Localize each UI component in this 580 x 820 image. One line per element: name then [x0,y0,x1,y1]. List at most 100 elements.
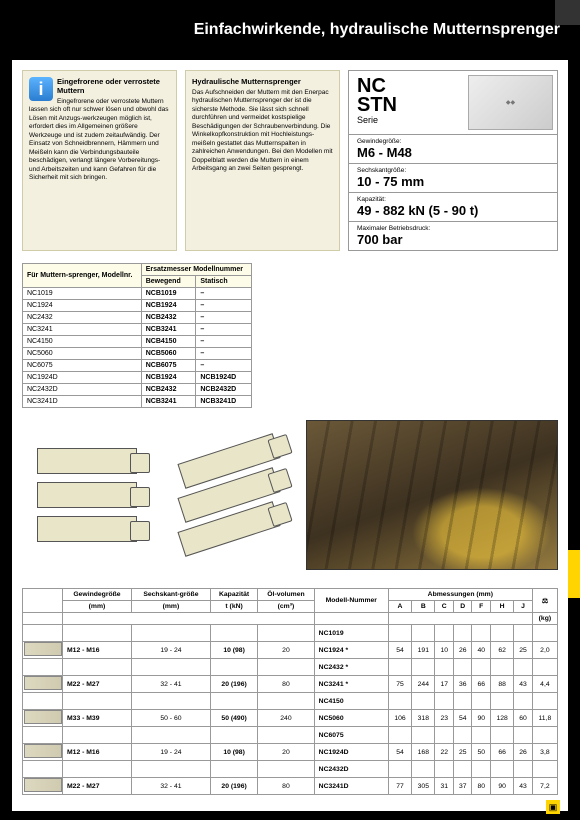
cell [388,659,411,676]
cell: NCB4150 [141,336,196,348]
cell: 50 (490) [210,710,257,727]
cell: 60 [514,710,533,727]
cell [258,625,314,642]
th-gewinde: Gewindegröße [63,589,132,601]
spec-header: NC STN Serie ◆◆ [349,71,557,134]
cell: 25 [453,744,472,761]
spec-table: Gewindegröße Sechskant-größe Kapazität Ö… [22,588,558,795]
cell: 318 [412,710,435,727]
cell [388,761,411,778]
cell: 62 [490,642,513,659]
cell-thumb [23,642,63,659]
cell [412,727,435,744]
cell: NC1019 [23,288,142,300]
cell [131,727,210,744]
cell: M12 - M16 [63,744,132,761]
cell: NCB2432 [141,384,196,396]
th-blank [314,613,388,625]
cell: – [196,324,252,336]
th-blank [23,613,63,625]
cell [435,625,454,642]
yellow-tab [568,550,580,598]
cell [490,625,513,642]
th-dims: Abmessungen (mm) [388,589,532,601]
cell: 32 - 41 [131,676,210,693]
cell [131,659,210,676]
spec-panel: NC STN Serie ◆◆ Gewindegröße: M6 - M48 S… [348,70,558,251]
cell [472,659,491,676]
cell: NC1924D [314,744,388,761]
tool-illustration [37,516,137,542]
th-a: A [388,601,411,613]
th-weight-icon: ⚖ [532,589,557,613]
th-c: C [435,601,454,613]
cell: 191 [412,642,435,659]
cell: NC2432 * [314,659,388,676]
spec-row: Maximaler Betriebsdruck: 700 bar [349,221,557,250]
cell [210,693,257,710]
cell: – [196,348,252,360]
spec-value: M6 - M48 [357,145,549,160]
cell [472,761,491,778]
cell: 88 [490,676,513,693]
footer-page-marker: ▣ [546,800,560,814]
cell: 17 [435,676,454,693]
cell [435,693,454,710]
cell [210,727,257,744]
cell: 10 [435,642,454,659]
cell [514,727,533,744]
series-sub: Serie [357,115,456,125]
th-blade: Ersatzmesser Modellnummer [141,264,251,276]
cell: NC4150 [314,693,388,710]
th-unit: t (kN) [210,601,257,613]
cell: 305 [412,778,435,795]
cell [453,761,472,778]
spec-value: 49 - 882 kN (5 - 90 t) [357,203,549,218]
cell-thumb [23,710,63,727]
cell: 20 [258,642,314,659]
th-model: Modell-Nummer [314,589,388,613]
cell [435,727,454,744]
page-corner [555,0,580,25]
cell: 2,0 [532,642,557,659]
cell [514,659,533,676]
cell: M12 - M16 [63,642,132,659]
hydraulic-body: Das Aufschneiden der Muttern mit den Ene… [192,89,333,173]
cell: 23 [435,710,454,727]
info-icon: i [29,77,53,101]
cell [63,761,132,778]
cell: NCB3241 [141,396,196,408]
cell [258,761,314,778]
cell: 10 (98) [210,744,257,761]
cell: – [196,300,252,312]
cell: NC5060 [314,710,388,727]
cell [472,693,491,710]
cell [453,693,472,710]
cell [532,625,557,642]
cell: NC1924 * [314,642,388,659]
th-f: F [472,601,491,613]
cell: 19 - 24 [131,642,210,659]
cell-thumb [23,693,63,710]
cell [514,625,533,642]
cell: NC1019 [314,625,388,642]
cell [412,761,435,778]
header: Einfachwirkende, hydraulische Mutternspr… [0,0,580,60]
spec-label: Gewindegröße: [357,138,549,145]
cell: 22 [435,744,454,761]
cell: 128 [490,710,513,727]
series-stn: STN [357,96,456,115]
cell: M22 - M27 [63,778,132,795]
cell-thumb [23,625,63,642]
cell [388,693,411,710]
cell: 43 [514,778,533,795]
diagram-straight [22,420,152,570]
cell: 26 [514,744,533,761]
cell: 37 [453,778,472,795]
cell [412,659,435,676]
th-static: Statisch [196,276,252,288]
cell [131,625,210,642]
cell: NCB1924D [196,372,252,384]
cell: 36 [453,676,472,693]
cell [532,727,557,744]
